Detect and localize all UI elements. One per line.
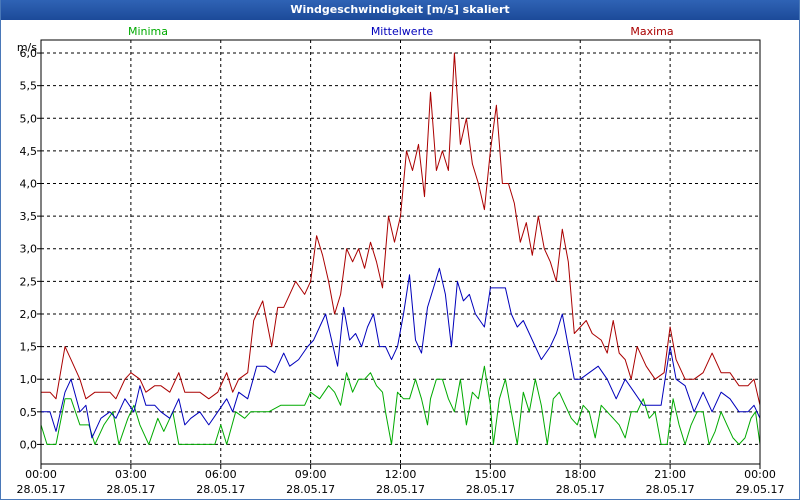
y-tick-label: 1,5 [20,341,38,354]
x-tick-time-label: 00:00 [25,468,57,481]
y-tick-label: 0,0 [20,438,38,451]
y-tick-label: 4,5 [20,145,38,158]
x-tick-time-label: 15:00 [475,468,507,481]
y-axis-label: m/s [17,41,37,54]
x-tick-date-label: 28.05.17 [556,483,605,496]
series-lines [40,52,761,445]
y-tick-label: 0,5 [20,406,38,419]
legend-entry-mittelwerte: Mittelwerte [371,25,434,38]
axes: 0,0 0,5 1,0 1,5 2,0 2,5 3,0 3,5 4,0 4,5 5,0 5,5 6,0m… [17,41,785,496]
y-tick-label: 2,5 [20,275,38,288]
x-tick-time-label: 21:00 [654,468,686,481]
x-tick-date-label: 28.05.17 [196,483,245,496]
series-line-mittelwerte [41,267,761,439]
series-line-minima [40,365,761,445]
legend: Minima Mittelwerte Maxima [128,25,674,38]
x-tick-date-label: 28.05.17 [646,483,695,496]
y-tick-label: 3,5 [20,210,38,223]
y-tick-label: 5,5 [20,80,38,93]
x-tick-date-label: 28.05.17 [466,483,515,496]
series-line-maxima [41,52,761,406]
x-tick-time-label: 06:00 [205,468,237,481]
grid [41,40,760,464]
y-tick-label: 2,0 [20,308,38,321]
x-tick-date-label: 28.05.17 [106,483,155,496]
wind-speed-chart: 0,0 0,5 1,0 1,5 2,0 2,5 3,0 3,5 4,0 4,5 5,0 5,5 6,0m… [17,25,785,496]
window-title: Windgeschwindigkeit [m/s] skaliert [1,0,799,20]
y-tick-label: 3,0 [20,243,38,256]
x-tick-time-label: 00:00 [744,468,776,481]
x-tick-date-label: 28.05.17 [17,483,66,496]
x-tick-time-label: 03:00 [115,468,147,481]
x-tick-time-label: 12:00 [385,468,417,481]
y-tick-label: 1,0 [20,373,38,386]
y-tick-label: 4,0 [20,178,38,191]
x-tick-time-label: 18:00 [564,468,596,481]
x-tick-date-label: 29.05.17 [736,483,785,496]
y-tick-label: 6,0 [20,47,38,60]
x-tick-time-label: 09:00 [295,468,327,481]
x-tick-date-label: 28.05.17 [376,483,425,496]
legend-entry-maxima: Maxima [630,25,673,38]
legend-entry-minima: Minima [128,25,168,38]
y-tick-label: 5,0 [20,112,38,125]
x-tick-date-label: 28.05.17 [286,483,335,496]
